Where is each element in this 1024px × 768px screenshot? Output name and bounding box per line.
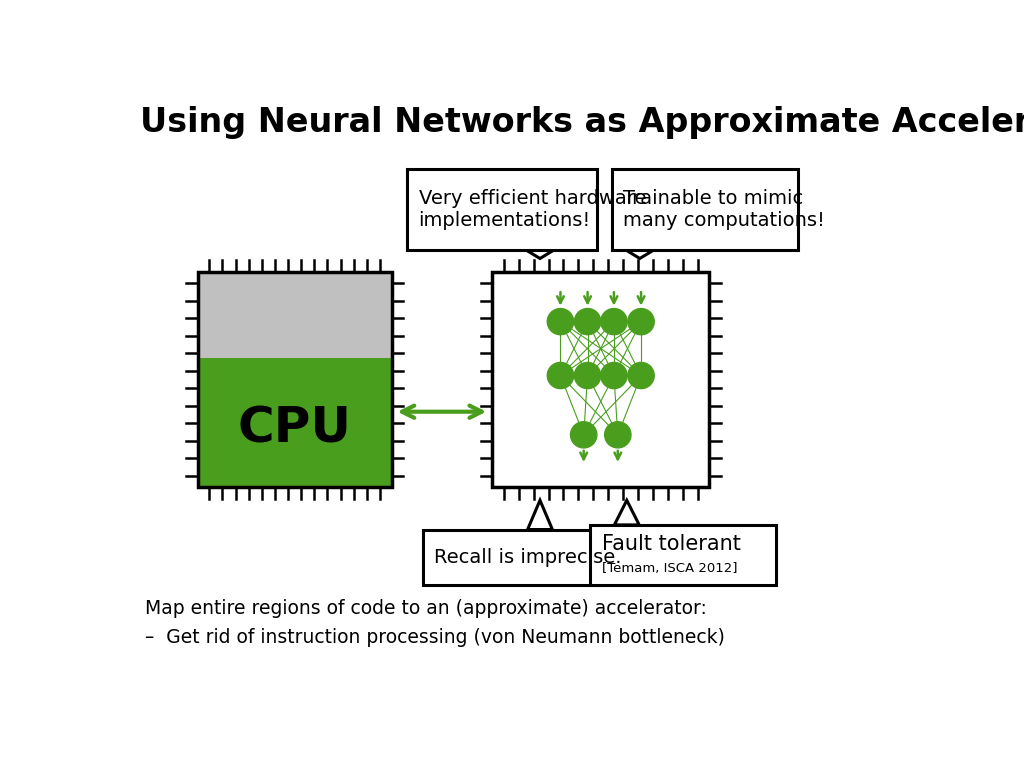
- Circle shape: [628, 362, 654, 389]
- Bar: [423, 529, 601, 585]
- Text: CPU: CPU: [238, 405, 351, 453]
- Text: Trainable to mimic
many computations!: Trainable to mimic many computations!: [624, 189, 825, 230]
- Bar: [590, 525, 776, 585]
- Bar: [198, 358, 391, 487]
- Circle shape: [601, 309, 627, 335]
- Circle shape: [570, 422, 597, 448]
- Text: Fault tolerant: Fault tolerant: [601, 534, 740, 554]
- Bar: [198, 272, 391, 487]
- Circle shape: [547, 309, 573, 335]
- Text: Using Neural Networks as Approximate Accelerators: Using Neural Networks as Approximate Acc…: [139, 106, 1024, 139]
- Bar: [198, 272, 391, 358]
- Polygon shape: [614, 500, 639, 525]
- Circle shape: [574, 362, 601, 389]
- Text: Recall is imprecise.: Recall is imprecise.: [434, 548, 622, 567]
- Circle shape: [604, 422, 631, 448]
- Text: Very efficient hardware
implementations!: Very efficient hardware implementations!: [419, 189, 646, 230]
- Circle shape: [547, 362, 573, 389]
- Bar: [611, 169, 798, 250]
- Text: Map entire regions of code to an (approximate) accelerator:: Map entire regions of code to an (approx…: [145, 599, 707, 617]
- Circle shape: [628, 309, 654, 335]
- Text: [Temam, ISCA 2012]: [Temam, ISCA 2012]: [601, 561, 737, 574]
- Text: –  Get rid of instruction processing (von Neumann bottleneck): – Get rid of instruction processing (von…: [145, 628, 725, 647]
- Polygon shape: [626, 250, 653, 259]
- Circle shape: [601, 362, 627, 389]
- Bar: [493, 272, 710, 487]
- Polygon shape: [527, 500, 552, 529]
- Circle shape: [574, 309, 601, 335]
- Polygon shape: [526, 250, 554, 259]
- Bar: [407, 169, 597, 250]
